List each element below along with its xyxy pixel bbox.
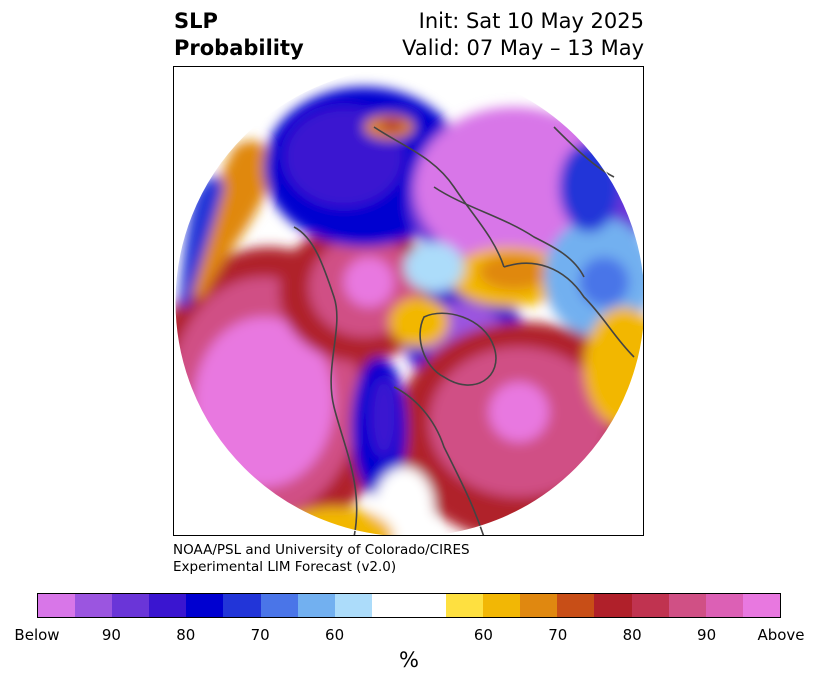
- colorbar-tick-label: Below: [14, 626, 60, 644]
- colorbar-segment: [668, 594, 706, 617]
- title-variable: SLP: [174, 9, 218, 33]
- credit-text: NOAA/PSL and University of Colorado/CIRE…: [173, 542, 470, 576]
- colorbar-segment: [483, 594, 521, 617]
- probability-field: [175, 67, 643, 535]
- map-edge: [174, 67, 643, 535]
- init-date: Init: Sat 10 May 2025: [418, 9, 644, 33]
- colorbar-tick-label: 90: [697, 626, 717, 644]
- colorbar-segment: [742, 594, 780, 617]
- colorbar-segment: [631, 594, 669, 617]
- credit-line-2: Experimental LIM Forecast (v2.0): [173, 559, 397, 575]
- colorbar-tick-label: 70: [548, 626, 568, 644]
- colorbar-segment: [334, 594, 372, 617]
- valid-range: Valid: 07 May – 13 May: [402, 36, 644, 60]
- colorbar-unit: %: [399, 648, 419, 672]
- colorbar-segment: [75, 594, 113, 617]
- plot-title: SLP Probability: [174, 8, 304, 62]
- colorbar-segment: [446, 594, 484, 617]
- colorbar-tick-label: 80: [622, 626, 642, 644]
- title-type: Probability: [174, 36, 304, 60]
- colorbar: [37, 593, 781, 618]
- colorbar-ticks: Below 90 80 70 60 60 70 80 90 Above: [0, 626, 819, 646]
- colorbar-segment: [520, 594, 558, 617]
- colorbar-segment: [260, 594, 298, 617]
- colorbar-tick-label: 60: [473, 626, 493, 644]
- colorbar-tick-label: Above: [757, 626, 805, 644]
- colorbar-segment: [38, 594, 76, 617]
- colorbar-segment: [705, 594, 743, 617]
- colorbar-segment: [186, 594, 224, 617]
- colorbar-tick-label: 90: [101, 626, 121, 644]
- colorbar-segment: [408, 594, 447, 617]
- colorbar-segment: [112, 594, 150, 617]
- colorbar-tick-label: 60: [325, 626, 345, 644]
- colorbar-segment: [557, 594, 595, 617]
- colorbar-segment: [149, 594, 187, 617]
- map-svg: [174, 67, 643, 535]
- colorbar-segment: [223, 594, 261, 617]
- coastlines: [293, 126, 635, 535]
- credit-line-1: NOAA/PSL and University of Colorado/CIRE…: [173, 542, 470, 558]
- colorbar-tick-label: 80: [176, 626, 196, 644]
- forecast-dates: Init: Sat 10 May 2025 Valid: 07 May – 13…: [402, 8, 644, 62]
- colorbar-segment: [297, 594, 335, 617]
- colorbar-segment: [371, 594, 409, 617]
- probability-map: [173, 66, 644, 536]
- colorbar-segment: [594, 594, 632, 617]
- colorbar-tick-label: 70: [250, 626, 270, 644]
